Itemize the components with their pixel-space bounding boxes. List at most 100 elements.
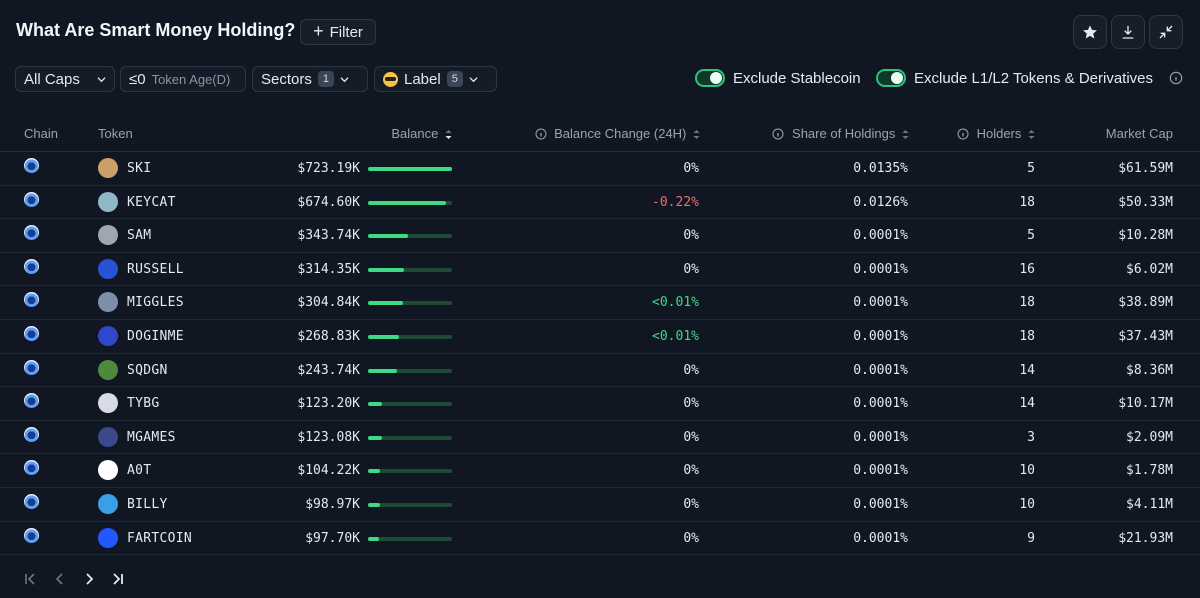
table-row[interactable]: SQDGN $243.74K 0% 0.0001% 14 $8.36M	[0, 354, 1200, 388]
sectors-dropdown[interactable]: Sectors 1	[252, 66, 368, 92]
base-chain-icon	[24, 493, 39, 509]
first-page-icon[interactable]	[22, 571, 38, 587]
share-value: 0.0001%	[853, 496, 908, 512]
balance-change-value: 0%	[683, 429, 699, 445]
table-row[interactable]: MIGGLES $304.84K <0.01% 0.0001% 18 $38.89M	[0, 286, 1200, 320]
balance-change-value: 0%	[683, 228, 699, 244]
holders-value: 5	[1027, 228, 1035, 244]
token-symbol[interactable]: MIGGLES	[127, 295, 184, 311]
table-row[interactable]: MGAMES $123.08K 0% 0.0001% 3 $2.09M	[0, 421, 1200, 455]
balance-value: $723.19K	[297, 161, 360, 176]
token-symbol[interactable]: SKI	[127, 161, 152, 176]
balance-change-value: 0%	[683, 530, 699, 546]
token-symbol[interactable]: A0T	[127, 463, 152, 479]
label-label: Label	[404, 70, 441, 88]
base-chain-icon	[24, 393, 39, 409]
token-symbol[interactable]: KEYCAT	[127, 194, 176, 210]
token-age-value: ≤0	[129, 70, 146, 88]
table-row[interactable]: DOGINME $268.83K <0.01% 0.0001% 18 $37.43M	[0, 320, 1200, 354]
last-page-icon[interactable]	[110, 571, 126, 587]
table-row[interactable]: FARTCOIN $97.70K 0% 0.0001% 9 $21.93M	[0, 522, 1200, 556]
balance-bar-fill	[368, 402, 383, 407]
holders-value: 18	[1019, 295, 1035, 311]
share-value: 0.0001%	[853, 429, 908, 445]
download-button[interactable]	[1111, 15, 1145, 49]
col-holders[interactable]: Holders	[957, 126, 1035, 141]
market-cap-value: $1.78M	[1126, 463, 1173, 479]
balance-bar-fill	[368, 200, 447, 205]
market-cap-value: $37.43M	[1118, 328, 1173, 344]
table-row[interactable]: TYBG $123.20K 0% 0.0001% 14 $10.17M	[0, 387, 1200, 421]
share-value: 0.0001%	[853, 295, 908, 311]
exclude-l1l2-label: Exclude L1/L2 Tokens & Derivatives	[914, 70, 1154, 87]
col-balance-change[interactable]: Balance Change (24H)	[535, 126, 701, 141]
table-row[interactable]: SKI $723.19K 0% 0.0135% 5 $61.59M	[0, 152, 1200, 186]
balance-change-value: 0%	[683, 362, 699, 378]
balance-bar-fill	[368, 334, 400, 339]
token-symbol[interactable]: RUSSELL	[127, 261, 184, 277]
balance-change-value: -0.22%	[652, 194, 699, 210]
caps-dropdown[interactable]: All Caps	[15, 66, 115, 92]
label-dropdown[interactable]: Label 5	[374, 66, 497, 92]
table-header: Chain Token Balance Balance Change (24H)…	[0, 116, 1200, 152]
star-icon	[1083, 25, 1097, 39]
sunglasses-icon	[383, 71, 398, 87]
token-age-filter[interactable]: ≤0 Token Age(D)	[120, 66, 246, 92]
share-value: 0.0001%	[853, 362, 908, 378]
col-market-cap[interactable]: Market Cap	[1105, 126, 1173, 141]
filter-button[interactable]: + Filter	[300, 19, 376, 45]
table-row[interactable]: A0T $104.22K 0% 0.0001% 10 $1.78M	[0, 454, 1200, 488]
token-symbol[interactable]: DOGINME	[127, 328, 184, 344]
balance-value: $123.08K	[297, 429, 360, 445]
holders-value: 3	[1027, 429, 1035, 445]
balance-value: $674.60K	[297, 194, 360, 210]
token-symbol[interactable]: FARTCOIN	[127, 530, 193, 546]
balance-bar	[368, 402, 452, 407]
balance-value: $123.20K	[297, 396, 360, 412]
balance-bar	[368, 301, 452, 306]
share-value: 0.0001%	[853, 261, 908, 277]
favorite-button[interactable]	[1073, 15, 1107, 49]
table-row[interactable]: RUSSELL $314.35K 0% 0.0001% 16 $6.02M	[0, 253, 1200, 287]
holdings-table: Chain Token Balance Balance Change (24H)…	[0, 116, 1200, 556]
col-share[interactable]: Share of Holdings	[772, 126, 909, 141]
holders-value: 14	[1019, 362, 1035, 378]
balance-change-value: 0%	[683, 496, 699, 512]
sectors-label: Sectors	[261, 70, 312, 88]
sort-icon	[902, 130, 909, 140]
next-page-icon[interactable]	[81, 571, 97, 587]
market-cap-value: $8.36M	[1126, 362, 1173, 378]
table-row[interactable]: BILLY $98.97K 0% 0.0001% 10 $4.11M	[0, 488, 1200, 522]
col-balance[interactable]: Balance	[391, 126, 452, 141]
col-holders-label: Holders	[976, 126, 1022, 141]
balance-change-value: 0%	[683, 261, 699, 277]
token-logo-icon	[98, 460, 118, 481]
filter-button-label: Filter	[329, 23, 363, 41]
token-symbol[interactable]: BILLY	[127, 496, 168, 512]
balance-bar	[368, 234, 452, 239]
market-cap-value: $4.11M	[1126, 496, 1173, 512]
token-symbol[interactable]: MGAMES	[127, 429, 176, 445]
token-logo-icon	[98, 359, 118, 380]
token-logo-icon	[98, 191, 118, 212]
balance-bar	[368, 167, 452, 171]
collapse-button[interactable]	[1149, 15, 1183, 49]
exclude-l1l2-toggle[interactable]	[876, 69, 906, 87]
token-symbol[interactable]: TYBG	[127, 396, 160, 412]
token-logo-icon	[98, 493, 118, 514]
share-value: 0.0001%	[853, 228, 908, 244]
prev-page-icon[interactable]	[52, 571, 68, 587]
exclude-stablecoin-toggle[interactable]	[695, 69, 725, 87]
info-icon[interactable]	[1169, 71, 1183, 85]
market-cap-value: $2.09M	[1126, 429, 1173, 445]
token-logo-icon	[98, 426, 118, 447]
col-balance-label: Balance	[391, 126, 439, 141]
sectors-count-badge: 1	[317, 71, 334, 87]
table-row[interactable]: SAM $343.74K 0% 0.0001% 5 $10.28M	[0, 219, 1200, 253]
table-row[interactable]: KEYCAT $674.60K -0.22% 0.0126% 18 $50.33M	[0, 186, 1200, 220]
token-symbol[interactable]: SAM	[127, 228, 152, 244]
token-age-label: Token Age(D)	[151, 71, 231, 87]
balance-bar-fill	[368, 234, 409, 239]
token-symbol[interactable]: SQDGN	[127, 362, 168, 378]
market-cap-value: $50.33M	[1118, 194, 1173, 210]
